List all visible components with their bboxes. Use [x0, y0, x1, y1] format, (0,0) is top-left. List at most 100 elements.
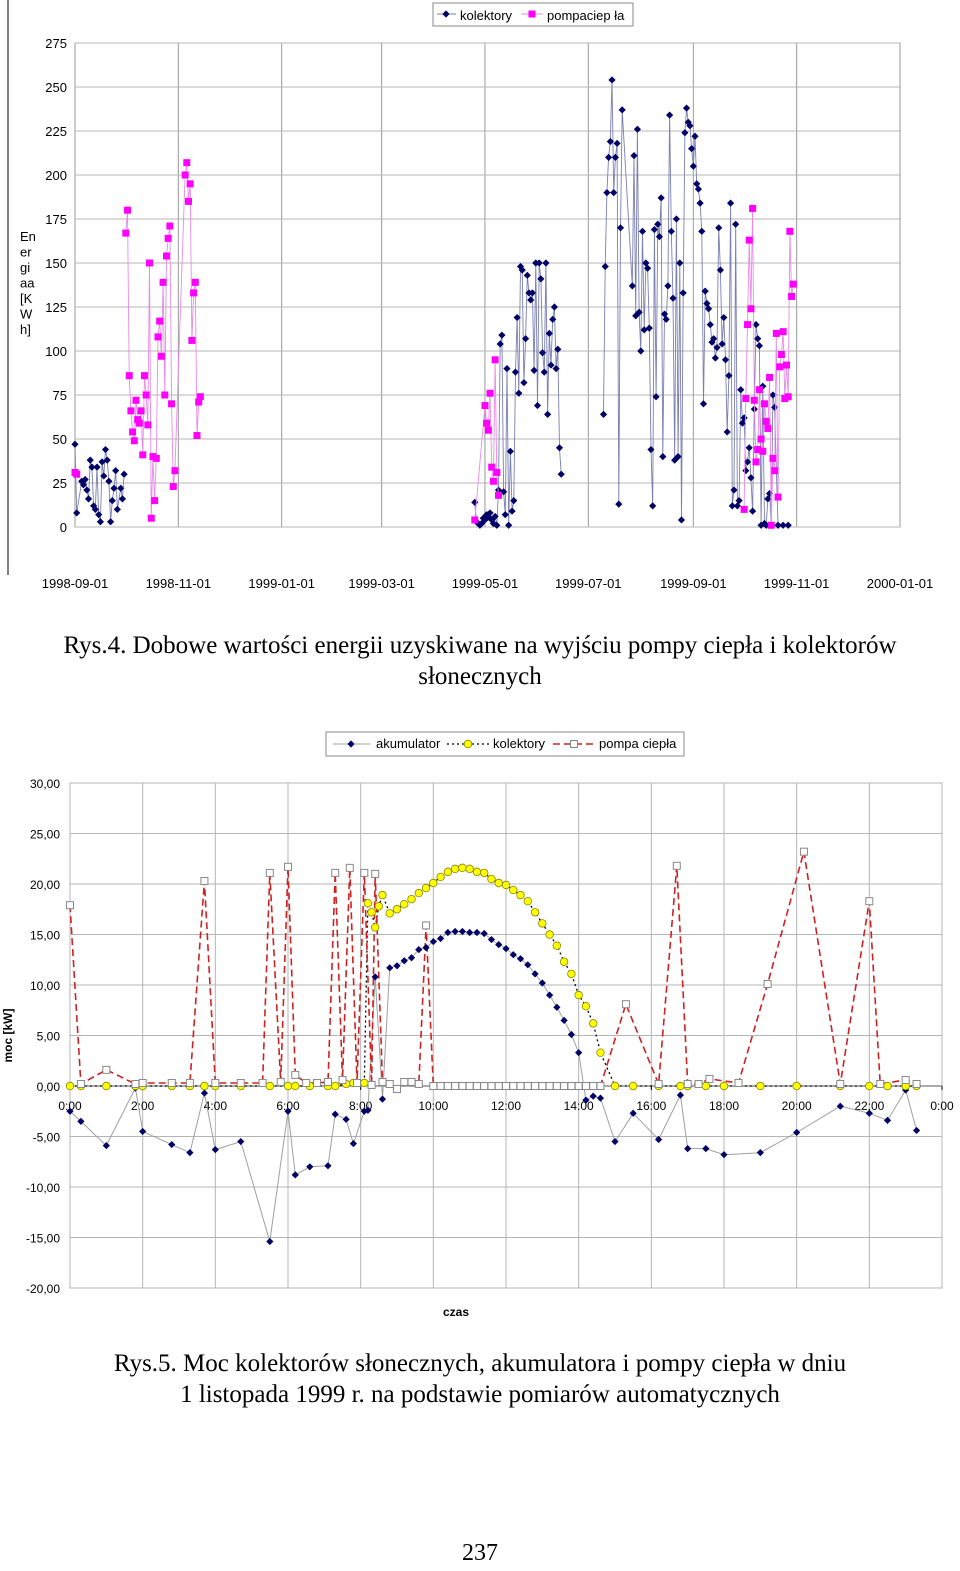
chart2-pompa-point [400, 1077, 409, 1086]
chart2-pompa-point [574, 1082, 583, 1090]
chart2-akumulator-point [422, 944, 430, 952]
chart2-y-tick-label: -20,00 [26, 1282, 60, 1296]
chart1-kolektory-point [704, 305, 713, 313]
chart2-akumulator-point [702, 1145, 710, 1153]
chart1-kolektory-point [615, 500, 623, 508]
chart2-pompa-point [236, 1078, 245, 1087]
chart1-kolektory-point [498, 331, 506, 339]
chart2-pompa-point [200, 876, 209, 885]
chart1-pompa-point [779, 328, 787, 336]
chart2-kolektory-point [628, 1081, 638, 1091]
chart1-series-line-1 [743, 208, 794, 526]
chart1-pompa-point [188, 336, 196, 344]
chart1-kolektory-point [686, 122, 694, 130]
chart1-pompa-point [784, 393, 792, 401]
chart1-kolektory-point [698, 227, 706, 235]
chart1-pompa-point [471, 516, 479, 524]
chart1-kolektory-point [544, 410, 552, 418]
chart1-kolektory-point [93, 463, 101, 471]
chart2-akumulator-point [793, 1128, 801, 1137]
chart2-pompa-point [407, 1077, 416, 1086]
chart1-pompa-point [147, 514, 155, 522]
chart1-kolektory-point [108, 497, 116, 505]
chart2-akumulator-point [516, 955, 525, 963]
figure-4-caption: Rys.4. Dobowe wartości energii uzyskiwan… [63, 632, 897, 690]
chart1-kolektory-point [637, 347, 645, 355]
chart1-pompa-point [132, 396, 140, 404]
chart1-pompa-point [767, 521, 775, 529]
chart1-kolektory-point [699, 400, 708, 408]
chart1-x-tick-label: 1999-05-01 [452, 576, 519, 591]
chart1-kolektory-point [662, 315, 670, 323]
chart2-akumulator-point [720, 1151, 728, 1159]
chart2-pompa-point [734, 1078, 743, 1087]
chart1-y-axis-label: gi [20, 260, 30, 275]
chart2-kolektory-point [331, 1081, 340, 1091]
chart2-x-tick-label: 10:00 [418, 1099, 448, 1113]
chart1-kolektory-point [733, 502, 741, 510]
chart2-akumulator-point [378, 1095, 387, 1103]
chart2-pompa-point [654, 1079, 663, 1088]
chart2-x-tick-label: 6:00 [276, 1099, 300, 1113]
chart2-pompa-point [276, 1077, 285, 1086]
chart1-kolektory-point [728, 502, 736, 510]
chart2-kolektory-point [360, 1078, 369, 1088]
chart1-kolektory-point [742, 467, 750, 475]
chart2-akumulator-point [538, 979, 546, 987]
chart1-pompa-point [156, 317, 164, 325]
chart2-pompa-point [705, 1074, 714, 1083]
chart1-kolektory-point [721, 356, 730, 364]
chart1-pompa-point [161, 391, 169, 399]
chart1-kolektory-point [608, 76, 616, 84]
chart2-pompa-point [167, 1078, 176, 1087]
chart2-pompa-point [531, 1082, 540, 1090]
chart1-kolektory-point [533, 401, 542, 410]
chart1-kolektory-point [486, 509, 494, 517]
chart2-pompa-point [371, 869, 380, 878]
chart2-kolektory-point [385, 909, 394, 918]
chart1-kolektory-point [530, 366, 538, 374]
chart2-kolektory-point [756, 1081, 765, 1091]
chart1-kolektory-point [688, 145, 696, 153]
chart2-pompa-point [211, 1078, 220, 1087]
chart1-pompa-point [752, 458, 760, 466]
chart1-kolektory-point [643, 264, 652, 272]
chart2-legend [325, 731, 685, 757]
chart1-kolektory-point [106, 518, 115, 526]
chart1-pompa-point [745, 236, 753, 244]
chart1-pompa-point [129, 428, 137, 436]
chart2-pompa-point [265, 868, 274, 877]
chart1-pompa-point [757, 435, 765, 443]
chart1-kolektory-point [666, 111, 674, 119]
energy-scatter-chart: 1998-09-01 1998-11-01 1999-01-01 1999-03-01… [7, 0, 933, 591]
chart1-kolektory-point [752, 321, 760, 329]
chart2-akumulator-point [237, 1137, 245, 1146]
chart1-pompa-point [164, 234, 172, 242]
chart2-pompa-point [763, 979, 772, 988]
chart2-pompa-point [876, 1079, 885, 1088]
chart2-pompa-point [865, 897, 874, 906]
chart1-kolektory-point [508, 507, 516, 515]
chart1-pompa-point [760, 400, 768, 408]
chart2-kolektory-point [596, 1048, 605, 1057]
chart1-pompa-point [788, 292, 796, 300]
chart1-kolektory-point [647, 445, 655, 454]
chart1-pompa-point [493, 468, 501, 476]
chart2-pompa-point [429, 1082, 438, 1090]
chart1-kolektory-point [103, 456, 111, 464]
chart2-kolektory-point [400, 899, 409, 909]
chart2-pompa-point [258, 1078, 267, 1087]
chart1-y-tick-label: 100 [45, 344, 67, 359]
chart2-pompa-point [502, 1082, 510, 1090]
chart2-x-tick-label: 22:00 [854, 1099, 884, 1113]
chart1-kolektory-point [550, 303, 559, 311]
chart1-kolektory-point [779, 521, 787, 529]
chart1-kolektory-point [708, 338, 716, 346]
chart1-pompa-point [772, 329, 780, 337]
chart2-pompa-point [465, 1082, 474, 1090]
chart2-akumulator-point [883, 1116, 892, 1124]
chart1-series-line-0 [603, 79, 789, 527]
chart1-kolektory-point [747, 474, 755, 482]
chart2-pompa-point [545, 1082, 554, 1090]
chart1-kolektory-point [762, 521, 770, 529]
